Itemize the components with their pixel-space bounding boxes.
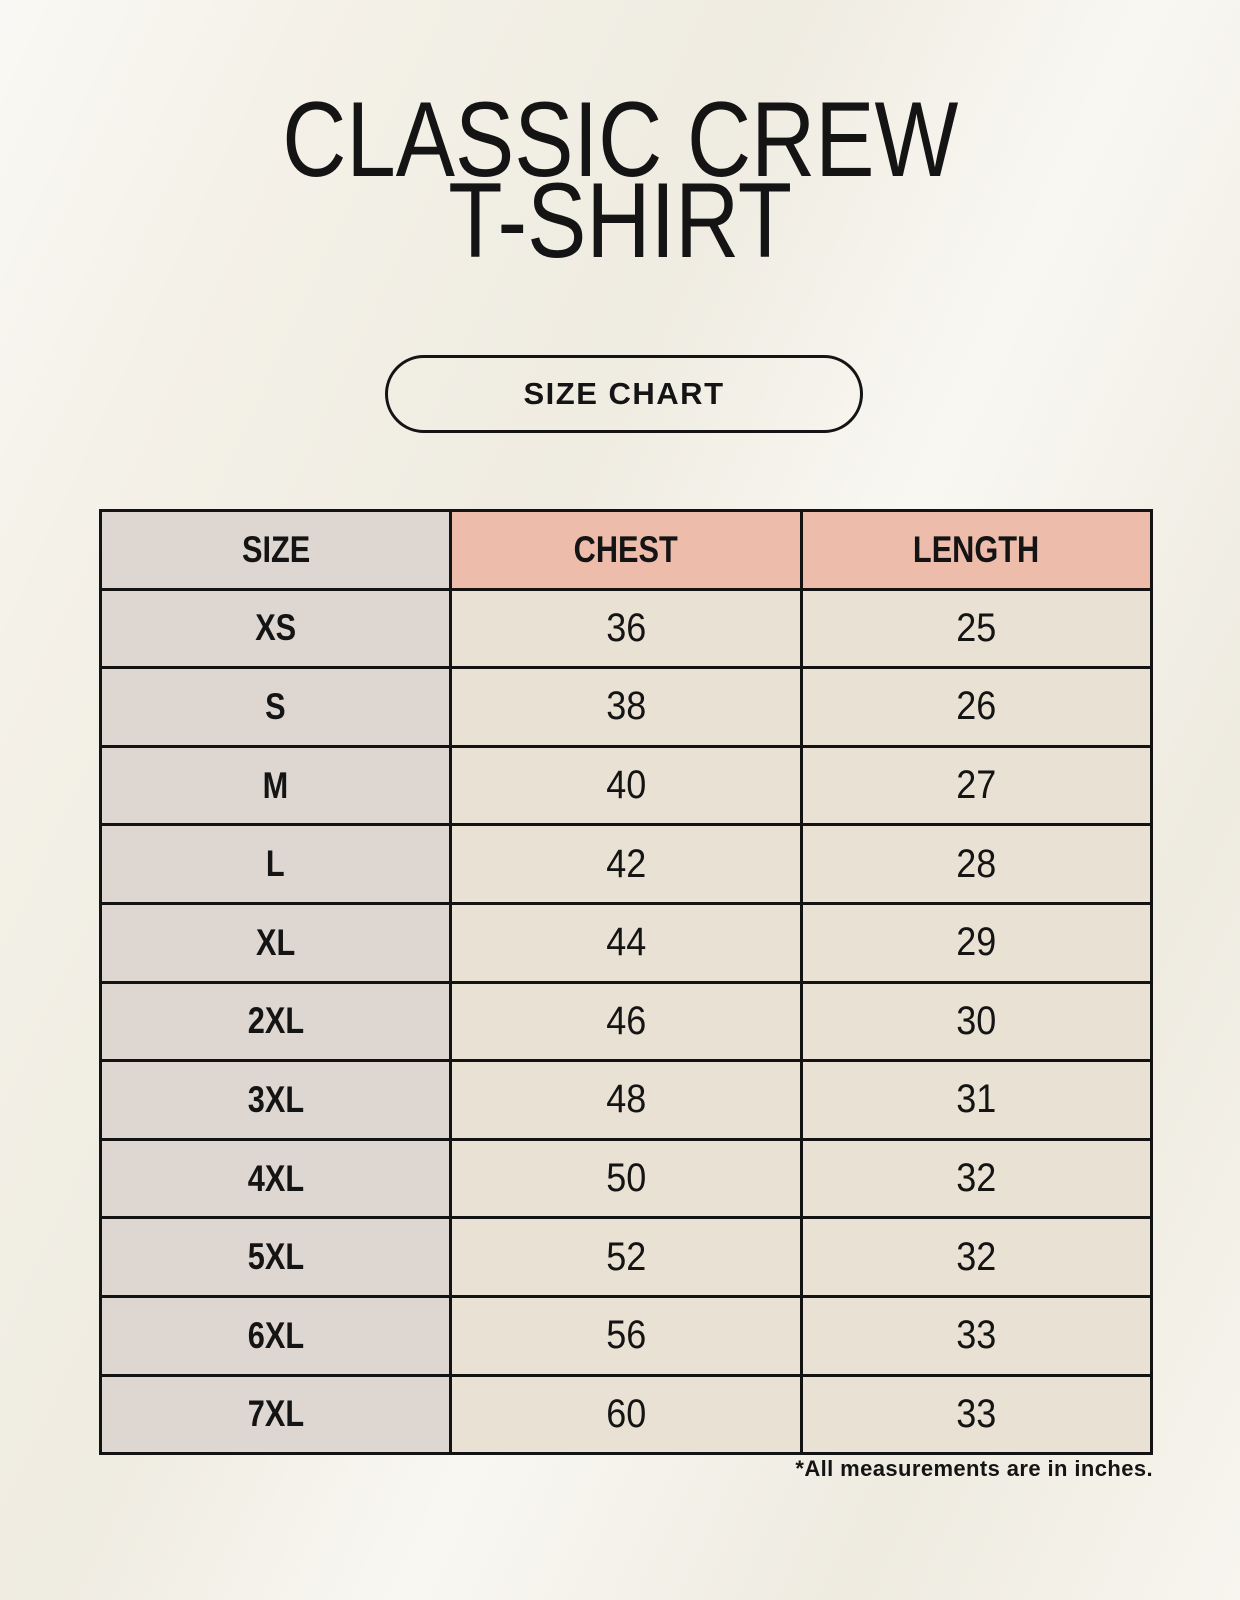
length-cell: 25: [799, 587, 1154, 670]
chest-value: 60: [605, 1391, 647, 1436]
column-header-chest: CHEST: [449, 509, 803, 591]
chest-value: 56: [605, 1313, 647, 1358]
length-cell: 26: [799, 666, 1154, 748]
page-title: CLASSIC CREW T-SHIRT: [0, 79, 1240, 280]
chest-cell: 48: [449, 1059, 803, 1141]
chest-cell: 38: [449, 666, 803, 748]
chest-cell: 42: [449, 823, 803, 905]
size-label: 2XL: [247, 1000, 304, 1042]
chest-cell: 52: [449, 1216, 803, 1298]
size-label: 6XL: [247, 1314, 304, 1356]
size-cell: XS: [98, 587, 453, 670]
chest-value: 40: [605, 763, 647, 808]
chest-cell: 56: [449, 1294, 803, 1377]
size-cell: 6XL: [98, 1294, 453, 1377]
length-value: 31: [956, 1077, 997, 1122]
length-value: 32: [956, 1234, 997, 1279]
chest-cell: 60: [449, 1373, 803, 1456]
size-cell: 2XL: [98, 980, 453, 1063]
column-header-size-label: SIZE: [241, 528, 310, 570]
table-row: XL 44 29: [98, 901, 1154, 984]
length-value: 30: [956, 998, 997, 1043]
size-label: XS: [255, 607, 297, 649]
chest-value: 52: [605, 1234, 647, 1279]
length-cell: 32: [799, 1216, 1154, 1298]
chest-value: 44: [605, 920, 647, 965]
length-cell: 30: [799, 980, 1154, 1063]
size-table: SIZE CHEST LENGTH XS 36 25 S 38 26 M 40 …: [98, 509, 1154, 1456]
length-cell: 32: [799, 1137, 1154, 1220]
chest-cell: 46: [449, 980, 803, 1063]
length-value: 33: [956, 1391, 997, 1436]
table-row: 6XL 56 33: [98, 1294, 1154, 1377]
length-cell: 29: [799, 901, 1154, 984]
size-label: XL: [256, 921, 296, 963]
table-row: XS 36 25: [98, 587, 1154, 670]
size-chart-button[interactable]: SIZE CHART: [385, 355, 863, 433]
chest-cell: 40: [449, 744, 803, 827]
length-value: 33: [956, 1313, 997, 1358]
page-title-line1: CLASSIC CREW: [281, 79, 959, 199]
length-value: 27: [956, 763, 997, 808]
size-label: S: [265, 685, 286, 727]
table-row: 4XL 50 32: [98, 1137, 1154, 1220]
chest-value: 48: [605, 1077, 647, 1122]
page-title-line2: T-SHIRT: [448, 160, 792, 280]
column-header-length-label: LENGTH: [913, 528, 1040, 570]
chest-cell: 36: [449, 587, 803, 670]
size-label: 4XL: [247, 1157, 304, 1199]
table-row: 7XL 60 33: [98, 1373, 1154, 1456]
size-label: L: [266, 843, 286, 885]
column-header-length: LENGTH: [799, 509, 1154, 591]
size-cell: 3XL: [98, 1059, 453, 1141]
size-label: M: [262, 764, 289, 806]
measurements-footnote: *All measurements are in inches.: [795, 1456, 1153, 1481]
length-value: 25: [956, 605, 997, 650]
table-row: M 40 27: [98, 744, 1154, 827]
size-cell: 4XL: [98, 1137, 453, 1220]
table-header-row: SIZE CHEST LENGTH: [98, 509, 1154, 591]
size-label: 7XL: [247, 1393, 304, 1435]
chest-value: 36: [605, 605, 647, 650]
chest-value: 50: [605, 1156, 647, 1201]
length-cell: 33: [799, 1294, 1154, 1377]
chest-value: 46: [605, 998, 647, 1043]
size-cell: XL: [98, 901, 453, 984]
chest-value: 38: [605, 684, 647, 729]
length-value: 29: [956, 920, 997, 965]
length-cell: 33: [799, 1373, 1154, 1456]
size-cell: S: [98, 666, 453, 748]
length-cell: 28: [799, 823, 1154, 905]
chest-cell: 50: [449, 1137, 803, 1220]
length-cell: 27: [799, 744, 1154, 827]
chest-cell: 44: [449, 901, 803, 984]
size-cell: 7XL: [98, 1373, 453, 1456]
table-row: S 38 26: [98, 666, 1154, 748]
length-cell: 31: [799, 1059, 1154, 1141]
length-value: 32: [956, 1156, 997, 1201]
length-value: 26: [956, 684, 997, 729]
size-cell: L: [98, 823, 453, 905]
column-header-size: SIZE: [98, 509, 453, 591]
size-label: 3XL: [247, 1078, 304, 1120]
table-row: 3XL 48 31: [98, 1059, 1154, 1141]
table-row: 2XL 46 30: [98, 980, 1154, 1063]
size-chart-button-label: SIZE CHART: [523, 376, 725, 411]
length-value: 28: [956, 841, 997, 886]
chest-value: 42: [605, 841, 647, 886]
table-row: 5XL 52 32: [98, 1216, 1154, 1298]
size-label: 5XL: [247, 1236, 304, 1278]
size-cell: 5XL: [98, 1216, 453, 1298]
column-header-chest-label: CHEST: [573, 528, 679, 570]
table-row: L 42 28: [98, 823, 1154, 905]
size-cell: M: [98, 744, 453, 827]
